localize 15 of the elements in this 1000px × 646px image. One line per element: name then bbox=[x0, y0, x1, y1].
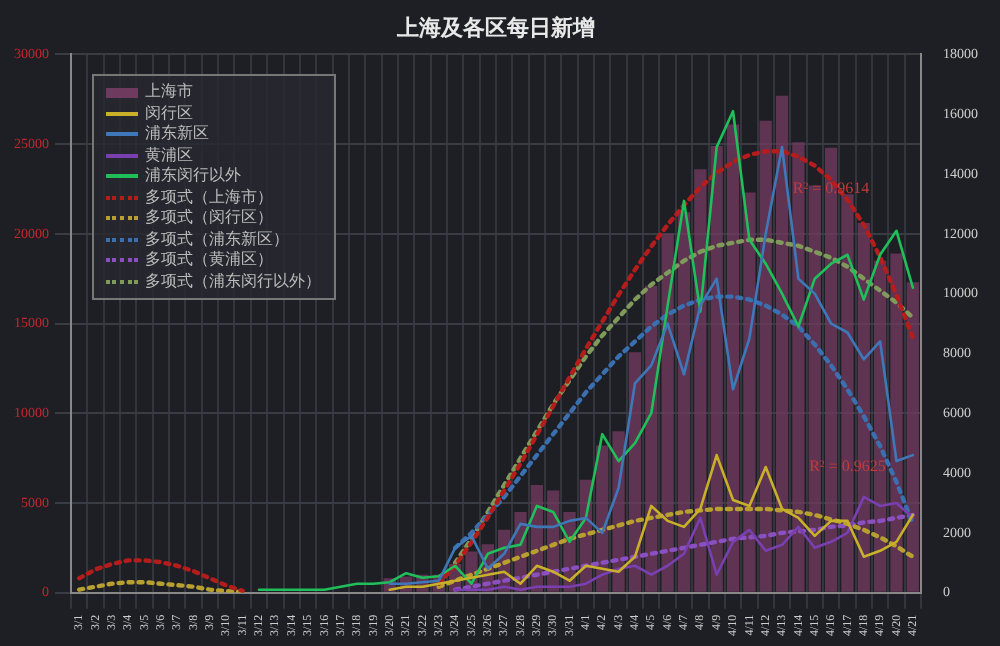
legend-label: 上海市 bbox=[145, 82, 193, 104]
legend-label: 多项式（闵行区） bbox=[145, 208, 273, 230]
legend-label: 黄浦区 bbox=[145, 145, 193, 166]
legend-label: 浦东新区 bbox=[145, 124, 209, 146]
legend-label: 多项式（黄浦区） bbox=[145, 250, 273, 272]
legend-label: 多项式（上海市） bbox=[145, 187, 273, 209]
bar bbox=[792, 142, 805, 592]
bar bbox=[906, 282, 919, 592]
line-series bbox=[452, 237, 916, 565]
legend-label: 闵行区 bbox=[145, 103, 193, 124]
legend-label: 浦东闵行以外 bbox=[145, 166, 241, 188]
line-series bbox=[452, 512, 916, 592]
legend-label: 多项式（浦东闵行以外） bbox=[145, 271, 321, 293]
legend-label: 多项式（浦东新区） bbox=[145, 229, 289, 251]
chart-title: 上海及各区每日新增 bbox=[395, 14, 595, 41]
